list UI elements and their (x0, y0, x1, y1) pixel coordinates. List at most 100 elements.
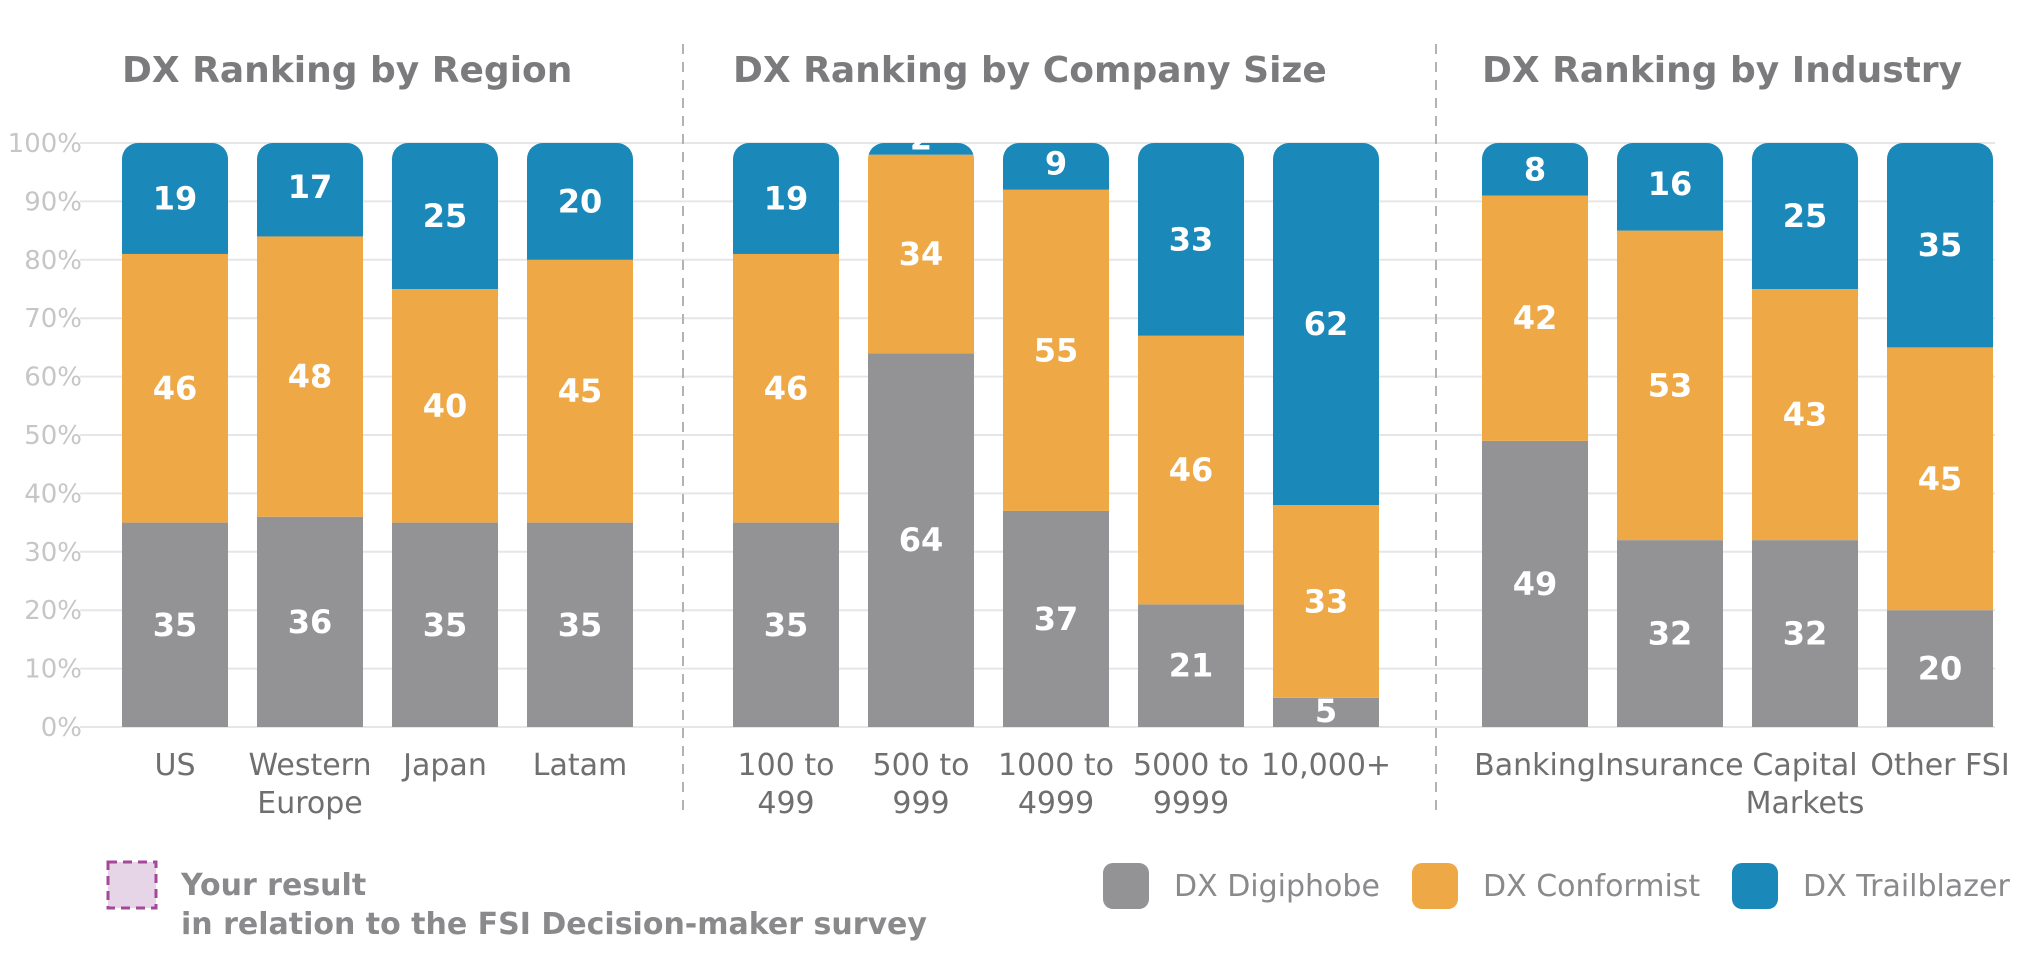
bar-segment-dx-conformist (527, 259, 633, 523)
bar-segment-dx-trailblazer (868, 143, 974, 155)
data-label-dx-digiphobe: 49 (1513, 565, 1558, 603)
bar-other-fsi: 20 45 35 (1887, 143, 1993, 727)
legend-label: DX Digiphobe (1174, 869, 1380, 904)
y-tick-label: 40% (24, 479, 82, 509)
y-tick-label: 90% (24, 187, 82, 217)
data-label-dx-digiphobe: 32 (1783, 615, 1828, 653)
bar-segment-dx-conformist (1003, 189, 1109, 511)
bar-10-000: 5 33 62 (1273, 143, 1379, 730)
bar-segment-dx-digiphobe (1482, 440, 1588, 727)
bar-segment-dx-trailblazer (1752, 143, 1858, 289)
data-label-dx-conformist: 43 (1783, 396, 1828, 434)
panel-dx-ranking-by-industry: DX Ranking by Industry 49 42 8 Banking 32 53 16… (1474, 50, 2010, 821)
legend-label: DX Trailblazer (1803, 869, 2010, 904)
panel-title: DX Ranking by Region (122, 50, 572, 91)
data-label-dx-digiphobe: 35 (558, 606, 603, 644)
y-tick-label: 80% (24, 246, 82, 276)
data-label-dx-digiphobe: 35 (423, 606, 468, 644)
data-label-dx-trailblazer: 2 (910, 120, 932, 158)
data-label-dx-trailblazer: 17 (288, 168, 333, 206)
bar-segment-dx-trailblazer (527, 143, 633, 260)
y-axis: 0% 10% 20% 30% 40% 50% 60% 70% 80% 90% 100% (8, 129, 82, 743)
data-label-dx-conformist: 45 (558, 372, 603, 410)
bar-segment-dx-trailblazer (1273, 143, 1379, 506)
data-label-dx-digiphobe: 35 (153, 606, 198, 644)
bar-segment-dx-digiphobe (868, 353, 974, 727)
bar-segment-dx-conformist (392, 289, 498, 523)
data-label-dx-conformist: 40 (423, 387, 468, 425)
y-tick-label: 60% (24, 363, 82, 393)
y-tick-label: 10% (24, 655, 82, 685)
x-tick-label: 999 (892, 786, 949, 821)
data-label-dx-trailblazer: 33 (1169, 220, 1214, 258)
bar-latam: 35 45 20 (527, 143, 633, 727)
bar-segment-dx-digiphobe (1752, 540, 1858, 727)
bar-segment-dx-digiphobe (1887, 610, 1993, 727)
data-label-dx-digiphobe: 20 (1918, 650, 1963, 688)
bar-segment-dx-conformist (1138, 335, 1244, 605)
x-tick-label: Insurance (1596, 748, 1743, 783)
x-tick-label: Western (248, 748, 371, 783)
data-label-dx-digiphobe: 32 (1648, 615, 1693, 653)
bar-segment-dx-conformist (122, 253, 228, 523)
bar-segment-dx-trailblazer (122, 143, 228, 254)
x-tick-label: 100 to (738, 748, 835, 783)
x-tick-label: Capital (1752, 748, 1857, 783)
bar-banking: 49 42 8 (1482, 143, 1588, 727)
x-tick-label: 10,000+ (1261, 748, 1391, 783)
data-label-dx-trailblazer: 9 (1045, 144, 1067, 182)
data-label-dx-trailblazer: 25 (1783, 197, 1828, 235)
x-tick-label: Latam (533, 748, 627, 783)
y-tick-label: 20% (24, 596, 82, 626)
x-tick-label: US (154, 748, 195, 783)
bar-segment-dx-digiphobe (1138, 604, 1244, 727)
x-tick-label: Markets (1746, 786, 1865, 821)
bar-segment-dx-trailblazer (733, 143, 839, 254)
x-tick-label: Europe (257, 786, 363, 821)
x-tick-label: 500 to (873, 748, 970, 783)
y-tick-label: 70% (24, 304, 82, 334)
bar-segment-dx-conformist (733, 253, 839, 523)
bar-1000-to-4999: 37 55 9 (1003, 143, 1109, 727)
data-label-dx-conformist: 46 (1169, 451, 1214, 489)
note-line-2: in relation to the FSI Decision-maker su… (181, 907, 927, 942)
panel-dx-ranking-by-region: DX Ranking by Region 35 46 19 US 36 48 17 Wester… (122, 50, 633, 821)
panel-dividers (682, 44, 1437, 812)
bar-segment-dx-trailblazer (1003, 143, 1109, 190)
data-label-dx-conformist: 46 (764, 369, 809, 407)
bar-segment-dx-digiphobe (733, 522, 839, 727)
bar-segment-dx-conformist (1482, 195, 1588, 441)
data-label-dx-digiphobe: 35 (764, 606, 809, 644)
data-label-dx-digiphobe: 21 (1169, 647, 1214, 685)
bar-segment-dx-trailblazer (1482, 143, 1588, 196)
legend-item-dx-conformist: DX Conformist (1412, 863, 1700, 909)
data-label-dx-trailblazer: 8 (1524, 150, 1546, 188)
bar-segment-dx-digiphobe (257, 516, 363, 727)
x-tick-label: 9999 (1153, 786, 1229, 821)
x-tick-label: 4999 (1018, 786, 1094, 821)
y-tick-label: 0% (41, 713, 82, 743)
panel-title: DX Ranking by Company Size (733, 50, 1327, 91)
bar-segment-dx-trailblazer (392, 143, 498, 289)
bar-us: 35 46 19 (122, 143, 228, 727)
data-label-dx-trailblazer: 16 (1648, 165, 1693, 203)
data-label-dx-trailblazer: 20 (558, 182, 603, 220)
bar-segment-dx-trailblazer (1887, 143, 1993, 348)
bar-segment-dx-digiphobe (1273, 697, 1379, 727)
bar-segment-dx-conformist (1752, 289, 1858, 541)
data-label-dx-conformist: 46 (153, 369, 198, 407)
bar-segment-dx-digiphobe (122, 522, 228, 727)
legend-swatch (1412, 863, 1458, 909)
data-label-dx-conformist: 34 (899, 235, 944, 273)
x-tick-label: 499 (757, 786, 814, 821)
x-tick-label: Banking (1474, 748, 1596, 783)
bar-segment-dx-trailblazer (257, 143, 363, 237)
data-label-dx-digiphobe: 64 (899, 521, 944, 559)
y-tick-label: 50% (24, 421, 82, 451)
bar-western-europe: 36 48 17 (257, 143, 363, 727)
y-tick-label: 100% (8, 129, 82, 159)
bar-5000-to-9999: 21 46 33 (1138, 143, 1244, 727)
bar-segment-dx-conformist (1617, 230, 1723, 541)
bar-segment-dx-conformist (1887, 347, 1993, 611)
